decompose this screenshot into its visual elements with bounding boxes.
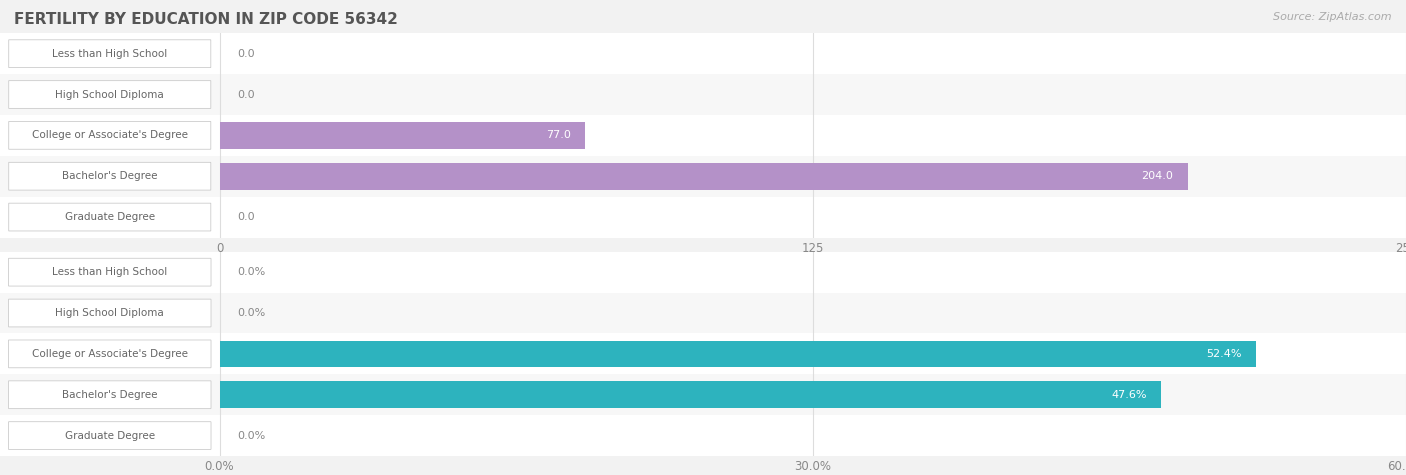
Text: 52.4%: 52.4% — [1206, 349, 1241, 359]
FancyBboxPatch shape — [8, 203, 211, 231]
Text: 0.0: 0.0 — [238, 89, 254, 100]
Text: 77.0: 77.0 — [546, 130, 571, 141]
Text: Graduate Degree: Graduate Degree — [65, 212, 155, 222]
Text: 47.6%: 47.6% — [1111, 390, 1146, 400]
Text: 0.0%: 0.0% — [238, 267, 266, 277]
Text: Graduate Degree: Graduate Degree — [65, 430, 155, 441]
Text: 0.0%: 0.0% — [238, 430, 266, 441]
Bar — [0, 374, 1406, 415]
Text: High School Diploma: High School Diploma — [55, 308, 165, 318]
Bar — [219, 163, 1188, 190]
Bar — [0, 197, 1406, 238]
Text: Less than High School: Less than High School — [52, 48, 167, 59]
Text: 0.0: 0.0 — [238, 212, 254, 222]
Bar — [0, 74, 1406, 115]
Bar — [0, 415, 1406, 456]
FancyBboxPatch shape — [8, 40, 211, 67]
FancyBboxPatch shape — [8, 162, 211, 190]
FancyBboxPatch shape — [8, 81, 211, 108]
Bar — [0, 293, 1406, 333]
Text: Bachelor's Degree: Bachelor's Degree — [62, 171, 157, 181]
Text: Bachelor's Degree: Bachelor's Degree — [62, 390, 157, 400]
Bar — [219, 381, 1161, 408]
FancyBboxPatch shape — [8, 340, 211, 368]
Bar — [0, 252, 1406, 293]
Text: Source: ZipAtlas.com: Source: ZipAtlas.com — [1274, 12, 1392, 22]
Bar — [219, 341, 1256, 367]
FancyBboxPatch shape — [8, 299, 211, 327]
Bar — [0, 115, 1406, 156]
Bar — [0, 156, 1406, 197]
Text: College or Associate's Degree: College or Associate's Degree — [32, 349, 188, 359]
Text: 204.0: 204.0 — [1142, 171, 1174, 181]
FancyBboxPatch shape — [8, 122, 211, 149]
FancyBboxPatch shape — [8, 258, 211, 286]
Text: Less than High School: Less than High School — [52, 267, 167, 277]
FancyBboxPatch shape — [8, 422, 211, 449]
Bar — [0, 33, 1406, 74]
Text: 0.0%: 0.0% — [238, 308, 266, 318]
Text: FERTILITY BY EDUCATION IN ZIP CODE 56342: FERTILITY BY EDUCATION IN ZIP CODE 56342 — [14, 12, 398, 27]
Text: High School Diploma: High School Diploma — [55, 89, 165, 100]
Bar — [0, 333, 1406, 374]
Text: 0.0: 0.0 — [238, 48, 254, 59]
FancyBboxPatch shape — [8, 381, 211, 408]
Bar — [219, 122, 585, 149]
Text: College or Associate's Degree: College or Associate's Degree — [32, 130, 188, 141]
